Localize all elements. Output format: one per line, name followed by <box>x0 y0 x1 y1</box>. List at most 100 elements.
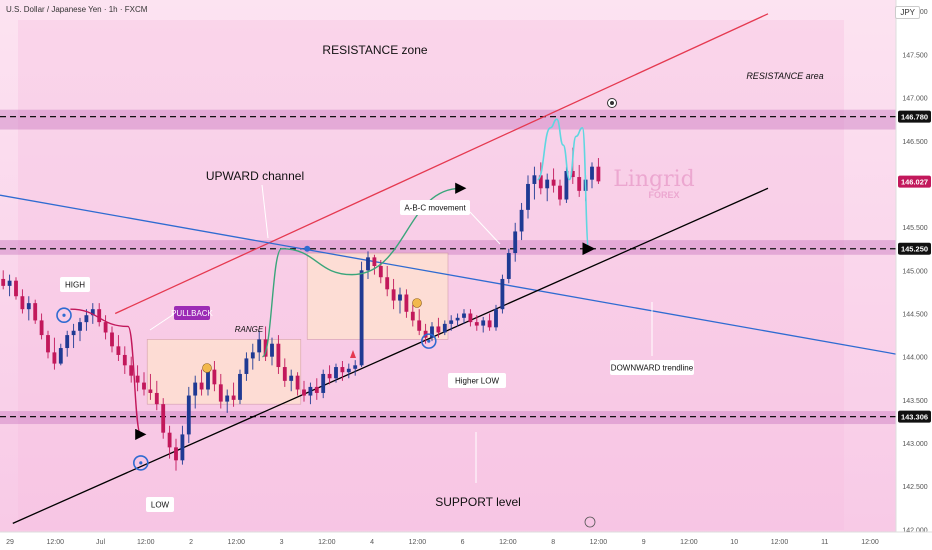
candle-body <box>289 375 294 381</box>
abc-arc <box>261 182 467 358</box>
candle-body <box>161 404 166 433</box>
candle-body <box>20 296 25 310</box>
downtrend-trendline[interactable] <box>0 194 897 355</box>
time-tick: 12:00 <box>409 539 427 546</box>
candle-body <box>538 175 543 189</box>
candle-body <box>577 177 582 191</box>
candle-body <box>308 386 313 396</box>
candle-body <box>481 320 486 326</box>
low-label: LOW <box>151 501 170 510</box>
candle-body <box>513 231 518 254</box>
candle-body <box>526 183 530 210</box>
candle-body <box>487 320 492 328</box>
callout-line <box>469 211 501 245</box>
time-tick: 12:00 <box>590 539 608 546</box>
resistance-trendline[interactable] <box>114 13 769 315</box>
candle-body <box>417 320 422 331</box>
candle-body <box>129 365 134 376</box>
candle-body <box>14 280 18 297</box>
price-level-badge <box>898 410 931 423</box>
support-trendline[interactable] <box>12 187 769 524</box>
mid-zone <box>0 240 896 255</box>
higher-low-marker-dot <box>427 339 431 343</box>
time-tick: 12:00 <box>680 539 698 546</box>
resistance-zone-label: RESISTANCE zone <box>322 43 427 57</box>
candle-body <box>58 348 63 364</box>
candle-body <box>1 278 6 286</box>
candle-body <box>71 330 76 336</box>
range-label: RANGE <box>235 325 264 334</box>
pullback-arc <box>70 308 147 440</box>
currency-button[interactable]: JPY <box>895 6 920 19</box>
candle-body <box>385 277 390 290</box>
low-marker[interactable] <box>133 455 149 471</box>
time-tick: 9 <box>642 539 646 546</box>
candle-body <box>46 335 50 353</box>
price-tick: 144.000 <box>902 355 927 362</box>
candle-body <box>340 367 345 373</box>
candle-body <box>391 289 396 301</box>
pullback-label: PULLBACK <box>171 309 213 318</box>
candle-body <box>564 171 569 200</box>
time-tick: 29 <box>6 539 14 546</box>
candle-body <box>532 175 537 184</box>
candle-body <box>430 326 434 338</box>
symbol-title: U.S. Dollar / Japanese Yen · 1h · FXCM <box>6 5 148 14</box>
price-tick: 147.500 <box>902 52 927 59</box>
candle-body <box>238 373 242 400</box>
time-tick: 10 <box>730 539 738 546</box>
callout-line <box>149 311 178 331</box>
support-level-label: SUPPORT level <box>435 495 521 509</box>
candle-body <box>212 369 217 385</box>
price-tick: 143.500 <box>902 398 927 405</box>
candle-body <box>135 375 140 383</box>
candle-body <box>199 382 204 390</box>
support-zone <box>0 411 896 425</box>
candle-body <box>474 322 479 326</box>
candle-body <box>404 294 409 312</box>
candle-body <box>410 311 415 321</box>
candle-body <box>218 384 223 402</box>
candle-body <box>122 354 127 366</box>
candle-body <box>97 309 102 323</box>
candle-body <box>321 373 326 393</box>
eye-pupil-icon <box>610 101 614 105</box>
flash-icon[interactable] <box>584 516 596 528</box>
low-label-box <box>146 497 174 512</box>
higher-low-marker[interactable] <box>420 333 437 349</box>
candle-body <box>276 343 281 368</box>
candle-body <box>455 317 460 321</box>
candle-body <box>353 365 358 369</box>
time-tick: Jul <box>96 539 105 546</box>
candle-body <box>506 253 511 279</box>
price-tick: 142.000 <box>902 527 927 534</box>
candle-body <box>295 375 300 390</box>
candle-body <box>206 369 210 390</box>
candle-body <box>590 166 594 180</box>
candle-body <box>116 346 121 355</box>
candle-body <box>154 392 159 405</box>
logo-subtext: FOREX <box>648 190 679 200</box>
price-axis[interactable] <box>896 0 932 550</box>
candle-body <box>26 303 31 310</box>
breakout-dot <box>304 245 311 252</box>
downward-trendline-label: DOWNWARD trendline <box>611 364 694 373</box>
high-label-box <box>60 277 90 292</box>
candle-body <box>39 320 44 336</box>
candle-body <box>359 270 364 366</box>
candle-body <box>193 382 198 396</box>
time-axis[interactable] <box>0 532 932 550</box>
candle-body <box>225 395 230 402</box>
candle-body <box>442 323 447 333</box>
pullback-label-box <box>174 306 210 320</box>
candle-body <box>78 322 82 331</box>
resistance-zone <box>0 109 896 130</box>
high-marker[interactable] <box>56 307 72 324</box>
price-tick: 145.500 <box>902 225 927 232</box>
price-tick: 145.000 <box>902 268 927 275</box>
time-tick: 2 <box>189 539 193 546</box>
time-tick: 12:00 <box>46 539 64 546</box>
